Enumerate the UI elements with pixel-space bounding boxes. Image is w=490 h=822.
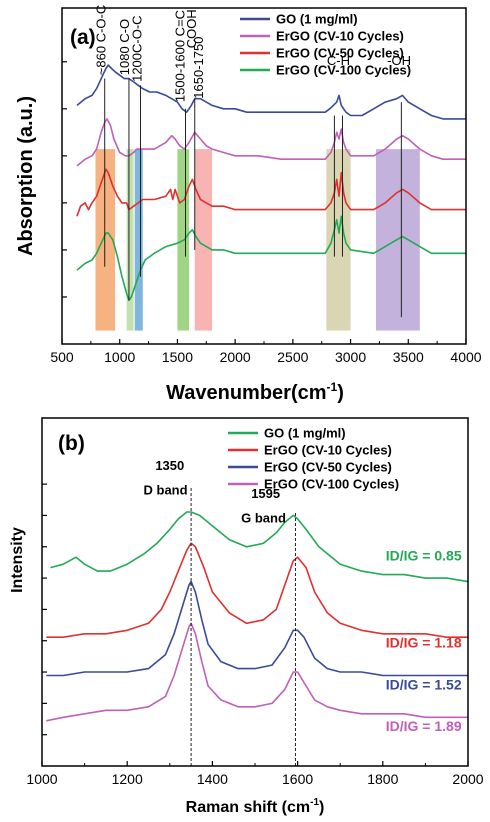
series-line-3 bbox=[46, 622, 468, 722]
absorption-band-1 bbox=[126, 149, 134, 331]
legend: GO (1 mg/ml) ErGO (CV-10 Cycles) ErGO (CV-… bbox=[240, 12, 411, 78]
y-ticks bbox=[62, 61, 67, 298]
series-line-2 bbox=[46, 580, 468, 677]
x-tick-label-5: 3000 bbox=[335, 349, 366, 365]
annotation-2: 1595 bbox=[251, 486, 280, 501]
x-tick-label-6: 3500 bbox=[393, 349, 424, 365]
series-line-0 bbox=[50, 511, 469, 583]
annotation-2: 1200C-O-C bbox=[130, 15, 145, 81]
annotation-1: 1080 C-O bbox=[117, 19, 132, 75]
id-ig-ratio-1: ID/IG = 1.18 bbox=[386, 635, 462, 651]
annotation-1: D band bbox=[144, 483, 188, 498]
legend-label-0: GO (1 mg/ml) bbox=[264, 426, 346, 441]
legend-label-2: ErGO (CV-50 Cycles) bbox=[276, 46, 404, 61]
annotation-5: COOH bbox=[184, 9, 199, 48]
band-annotations: 1350 D band 1595 G band bbox=[144, 458, 286, 525]
annotation-0: 1350 bbox=[155, 458, 184, 473]
annotation-3: 1500-1600 C=C bbox=[172, 10, 187, 102]
x-tick-label-2: 1400 bbox=[197, 771, 228, 787]
y-axis-title: Absorption (a.u.) bbox=[15, 96, 37, 256]
x-tick-label-1: 1000 bbox=[104, 349, 135, 365]
x-tick-label-1: 1200 bbox=[112, 771, 143, 787]
annotation-0: ~860 C-O-C bbox=[93, 5, 108, 75]
x-tick-label-7: 4000 bbox=[450, 349, 481, 365]
x-ticks: 500 1000 1500 2000 2500 3000 3500 4000 bbox=[50, 339, 482, 365]
legend-label-3: ErGO (CV-100 Cycles) bbox=[264, 477, 399, 492]
x-tick-label-4: 1800 bbox=[367, 771, 398, 787]
series-line-1 bbox=[76, 118, 466, 167]
absorption-bands bbox=[95, 149, 420, 331]
series-line-0 bbox=[76, 64, 466, 120]
intensity-ratios: ID/IG = 0.85 ID/IG = 1.18 ID/IG = 1.52 ID/I… bbox=[386, 548, 462, 735]
x-tick-label-4: 2500 bbox=[277, 349, 308, 365]
legend: GO (1 mg/ml) ErGO (CV-10 Cycles) ErGO (CV-… bbox=[228, 426, 399, 492]
x-tick-label-0: 1000 bbox=[26, 771, 57, 787]
absorption-band-0 bbox=[95, 149, 116, 331]
y-ticks bbox=[42, 483, 47, 736]
absorption-band-5 bbox=[326, 149, 351, 331]
id-ig-ratio-2: ID/IG = 1.52 bbox=[386, 676, 462, 692]
panel-label: (b) bbox=[58, 432, 85, 455]
series-line-1 bbox=[46, 542, 468, 638]
panel-a-ftir-chart: 500 1000 1500 2000 2500 3000 3500 4000 ~860 C-O… bbox=[15, 5, 482, 404]
legend-label-3: ErGO (CV-100 Cycles) bbox=[276, 63, 411, 78]
x-tick-label-3: 1600 bbox=[282, 771, 313, 787]
annotation-3: G band bbox=[241, 510, 286, 525]
x-axis-title: Wavenumber(cm-1) bbox=[166, 380, 344, 404]
x-ticks: 1000 1200 1400 1600 1800 2000 bbox=[26, 761, 484, 787]
x-tick-label-3: 2000 bbox=[220, 349, 251, 365]
peak-marker-lines bbox=[104, 78, 402, 318]
legend-label-1: ErGO (CV-10 Cycles) bbox=[264, 443, 392, 458]
legend-label-0: GO (1 mg/ml) bbox=[276, 12, 358, 27]
legend-label-1: ErGO (CV-10 Cycles) bbox=[276, 29, 404, 44]
id-ig-ratio-3: ID/IG = 1.89 bbox=[386, 718, 462, 734]
band-center-lines bbox=[190, 487, 296, 766]
series-line-2 bbox=[76, 168, 466, 217]
annotation-7: -OH bbox=[387, 53, 411, 68]
annotation-4: 1650-1750 bbox=[191, 37, 206, 99]
x-tick-label-0: 500 bbox=[50, 349, 74, 365]
id-ig-ratio-0: ID/IG = 0.85 bbox=[386, 548, 462, 564]
ftir-series bbox=[76, 64, 466, 302]
annotation-6: C-H bbox=[327, 53, 350, 68]
x-tick-label-2: 1500 bbox=[162, 349, 193, 365]
raman-series bbox=[46, 511, 469, 722]
series-line-3 bbox=[76, 215, 466, 302]
absorption-band-2 bbox=[134, 149, 143, 331]
y-axis-title: Intensity bbox=[9, 527, 26, 593]
x-tick-label-5: 2000 bbox=[452, 771, 483, 787]
legend-label-2: ErGO (CV-50 Cycles) bbox=[264, 460, 392, 475]
panel-label: (a) bbox=[70, 26, 96, 49]
x-axis-title: Raman shift (cm-1) bbox=[186, 797, 325, 816]
